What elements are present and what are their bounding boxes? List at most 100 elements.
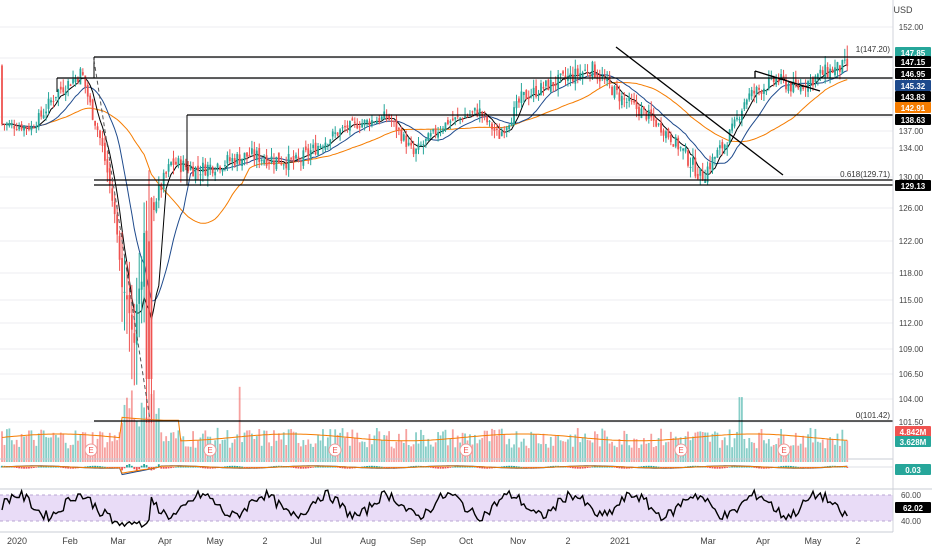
volume-bar: [669, 431, 672, 462]
rsi-line: [1, 488, 848, 529]
candle-body: [608, 75, 611, 84]
candle-body: [175, 161, 177, 165]
macd-hist-bar: [346, 467, 349, 469]
candle-body: [64, 91, 67, 95]
y-tick-label: 122.00: [899, 237, 924, 246]
earnings-letter: E: [332, 446, 337, 455]
earnings-marker[interactable]: [84, 443, 98, 457]
candle-body: [18, 126, 21, 130]
price-label: 145.32: [901, 82, 926, 91]
time-tick-label: 2020: [7, 536, 27, 546]
candle-body: [559, 73, 562, 76]
volume-bar: [319, 440, 322, 462]
candle-body: [81, 72, 84, 75]
volume-bar: [420, 429, 422, 462]
macd-hist-bar: [777, 466, 780, 468]
volume-bar: [843, 440, 846, 462]
candle-body: [295, 154, 297, 159]
volume-bar: [606, 436, 609, 462]
macd-hist-bar: [613, 467, 616, 468]
candle-body: [745, 99, 748, 105]
time-tick-label: Jul: [310, 536, 322, 546]
candle-body: [6, 123, 8, 126]
macd-hist-bar: [295, 467, 297, 469]
volume-bar: [55, 434, 57, 462]
candle-body: [792, 81, 795, 92]
earnings-marker[interactable]: [203, 443, 217, 457]
candle-body: [625, 101, 628, 103]
candle-body: [25, 126, 28, 129]
volume-bar: [794, 432, 797, 462]
macd-hist-bar: [655, 466, 658, 468]
earnings-marker[interactable]: [328, 443, 342, 457]
time-tick-label: Mar: [700, 536, 716, 546]
earnings-marker[interactable]: [674, 443, 688, 457]
candle-body: [508, 125, 511, 129]
candle-body: [456, 115, 459, 117]
volume-bar: [422, 435, 425, 462]
earnings-marker[interactable]: [459, 443, 473, 457]
candle-body: [731, 123, 733, 131]
candle-body: [535, 85, 537, 97]
candle-body: [410, 142, 413, 146]
volume-bar: [564, 441, 567, 462]
macd-hist-bar: [35, 467, 38, 468]
candle-body: [13, 125, 16, 129]
wedge-upper-line[interactable]: [754, 70, 821, 92]
volume-bar: [802, 435, 805, 462]
candle-body: [429, 133, 432, 137]
volume-bar: [500, 428, 503, 462]
horizontal-levels[interactable]: [56, 56, 893, 422]
volume-bar: [165, 436, 168, 462]
candle-body: [613, 86, 616, 98]
candle-body: [794, 79, 797, 86]
volume-bar: [471, 444, 474, 462]
volume-bar: [375, 428, 378, 462]
candle-body: [819, 69, 822, 74]
volume-bar: [260, 445, 263, 462]
candle-body: [520, 91, 523, 104]
volume-bar: [628, 445, 631, 462]
downtrend-line[interactable]: [615, 46, 784, 176]
earnings-marker[interactable]: [777, 443, 791, 457]
candle-body: [390, 120, 393, 122]
y-tick-label: 106.50: [899, 370, 924, 379]
trend-lines[interactable]: [615, 46, 821, 176]
volume-bar: [153, 390, 155, 462]
candle-body: [228, 157, 231, 162]
candle-body: [687, 150, 689, 166]
volume-bar: [57, 437, 60, 462]
fib-dashed-line[interactable]: [93, 59, 151, 421]
macd-hist-bar: [344, 467, 346, 469]
candle-body: [660, 122, 662, 133]
volume-bar: [444, 429, 447, 462]
fib-annotation: 0.618(129.71): [840, 170, 890, 179]
candle-body: [586, 72, 589, 74]
time-tick-label: Apr: [756, 536, 770, 546]
candle-body: [177, 158, 180, 166]
candle-body: [652, 114, 655, 121]
candle-body: [128, 295, 131, 314]
macd-hist-bar: [383, 467, 386, 468]
volume-bar: [383, 435, 386, 462]
volume-bar: [160, 432, 163, 462]
candle-body: [574, 68, 577, 84]
candle-body: [326, 144, 329, 146]
candle-body: [638, 106, 640, 116]
candle-body: [3, 124, 6, 126]
macd-hist-bar: [598, 465, 601, 468]
candle-body: [373, 122, 376, 124]
volume-bar: [326, 437, 329, 462]
volume-bar: [427, 438, 430, 462]
candle-body: [192, 166, 194, 177]
candle-body: [143, 233, 145, 287]
volume-bar: [478, 439, 481, 462]
volume-bar: [726, 445, 729, 462]
volume-bar: [711, 433, 714, 462]
candle-body: [388, 115, 390, 120]
macd-hist-bar: [513, 465, 515, 468]
candle-body: [576, 68, 579, 76]
candle-body: [476, 109, 479, 117]
